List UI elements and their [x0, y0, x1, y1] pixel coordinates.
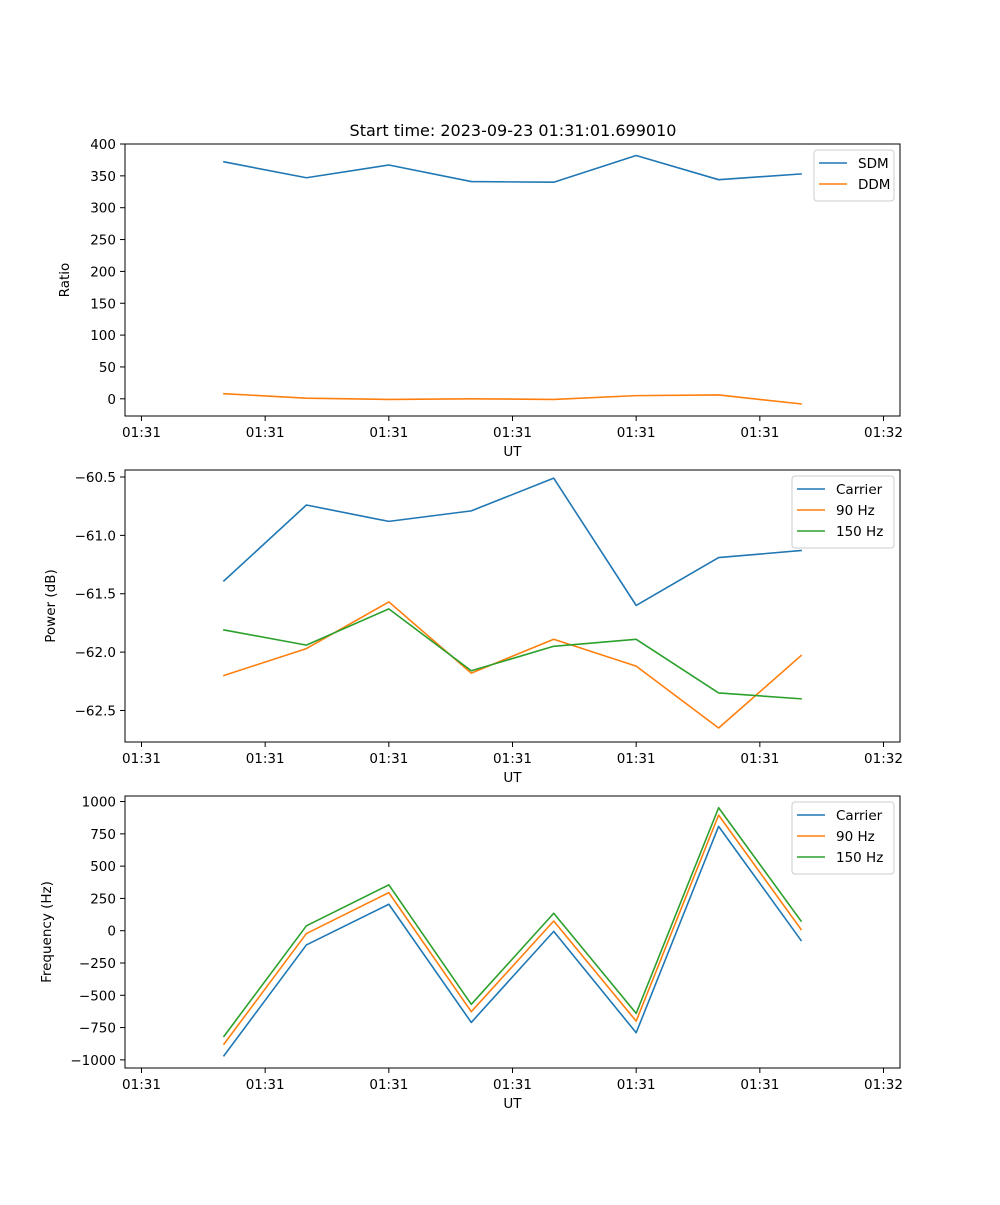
panel-3-y-tick-label: −1000	[70, 1053, 116, 1069]
panel-3-x-tick-label: 01:31	[122, 1077, 161, 1093]
panel-1-y-axis-label: Ratio	[57, 263, 73, 298]
panel-1-x-tick-label: 01:31	[369, 425, 408, 441]
panel-2-series-90-hz-line	[222, 601, 803, 729]
panel-2-legend-label-150-hz: 150 Hz	[836, 524, 883, 540]
panel-2-x-tick-label: 01:31	[493, 751, 532, 767]
panel-2-x-tick-label: 01:31	[246, 751, 285, 767]
panel-1-y-tick-label: 0	[107, 392, 116, 408]
panel-3-y-tick-label: 1000	[82, 795, 116, 811]
panel-2-x-tick-label: 01:31	[740, 751, 779, 767]
panel-3-x-tick-label: 01:31	[493, 1077, 532, 1093]
panel-3-y-axis-label: Frequency (Hz)	[39, 881, 55, 983]
panel-1-y-tick-label: 350	[90, 169, 116, 185]
panel-3-legend-label-90-hz: 90 Hz	[836, 829, 875, 845]
panel-3-legend: Carrier 90 Hz 150 Hz	[791, 801, 895, 875]
panel-1-x-tick-label: 01:31	[122, 425, 161, 441]
panel-1-x-tick-label: 01:31	[740, 425, 779, 441]
panel-2-y-tick-label: −61.5	[75, 587, 116, 603]
panel-2-legend-label-90-hz: 90 Hz	[836, 503, 875, 519]
panel-3-x-axis-label: UT	[503, 1096, 522, 1112]
panel-3-x-tick-label: 01:31	[246, 1077, 285, 1093]
panel-2-legend-label-carrier: Carrier	[836, 482, 883, 498]
panel-1-y-tick-label: 200	[90, 264, 116, 280]
panel-2: 01:31 01:31 01:31 01:31 01:31 01:31 01:32 −62.5…	[43, 469, 903, 786]
panel-1-y-tick-label: 100	[90, 328, 116, 344]
panel-2-x-tick-label: 01:31	[617, 751, 656, 767]
panel-1-legend-label-sdm: SDM	[858, 156, 889, 172]
panel-3-legend-label-150-hz: 150 Hz	[836, 850, 883, 866]
chart-panels: 01:31 01:31 01:31 01:31 01:31 01:31 01:32 0 50 10…	[39, 137, 903, 1112]
panel-1-y-tick-label: 50	[99, 360, 116, 376]
panel-1-x-axis-label: UT	[503, 444, 522, 460]
panel-3-y-tick-label: 250	[90, 891, 116, 907]
panel-3-legend-box	[791, 801, 895, 875]
panel-3-y-tick-label: 750	[90, 827, 116, 843]
panel-2-series-carrier-line	[222, 477, 802, 607]
panel-1-x-tick-label: 01:31	[493, 425, 532, 441]
panel-2-x-axis-label: UT	[503, 770, 522, 786]
panel-2-x-tick-label: 01:31	[369, 751, 408, 767]
panel-2-x-tick-label: 01:32	[864, 751, 903, 767]
chart-title: Start time: 2023-09-23 01:31:01.699010	[350, 121, 677, 140]
panel-3-series-carrier-line	[222, 825, 803, 1057]
panel-2-series-150-hz-line	[223, 608, 802, 700]
panel-3-y-tick-label: 0	[107, 924, 116, 940]
panel-3-y-tick-label: 500	[90, 859, 116, 875]
panel-1-legend-label-ddm: DDM	[858, 177, 890, 193]
panel-2-legend-box	[791, 475, 895, 549]
panel-2-y-axis-label: Power (dB)	[43, 569, 59, 642]
panel-3-x-tick-label: 01:31	[369, 1077, 408, 1093]
panel-3-x-tick-label: 01:31	[617, 1077, 656, 1093]
panel-1-legend: SDM DDM	[813, 149, 895, 202]
panel-1-x-tick-label: 01:32	[864, 425, 903, 441]
panel-1-x-tick-label: 01:31	[246, 425, 285, 441]
panel-3-legend-label-carrier: Carrier	[836, 808, 883, 824]
panel-3: 01:31 01:31 01:31 01:31 01:31 01:31 01:32 −1000…	[39, 795, 903, 1112]
panel-1-x-tick-label: 01:31	[617, 425, 656, 441]
panel-2-y-tick-label: −60.5	[75, 470, 116, 486]
panel-3-series-150-hz-line	[222, 806, 803, 1038]
panel-2-y-tick-label: −62.0	[75, 645, 116, 661]
panel-1-y-tick-label: 150	[90, 296, 116, 312]
panel-3-x-tick-label: 01:32	[864, 1077, 903, 1093]
panel-3-y-tick-label: −500	[79, 988, 116, 1004]
panel-2-legend: Carrier 90 Hz 150 Hz	[791, 475, 895, 549]
panel-1-y-tick-label: 400	[90, 137, 116, 153]
panel-3-y-tick-label: −250	[79, 956, 116, 972]
panel-3-x-tick-label: 01:31	[740, 1077, 779, 1093]
panel-1: 01:31 01:31 01:31 01:31 01:31 01:31 01:32 0 50 10…	[57, 137, 903, 460]
panel-3-series-90-hz-line	[222, 814, 803, 1046]
panel-1-series-ddm-line	[223, 392, 802, 405]
panel-2-x-tick-label: 01:31	[122, 751, 161, 767]
panel-2-y-tick-label: −61.0	[75, 528, 116, 544]
panel-1-y-tick-label: 300	[90, 201, 116, 217]
panel-1-y-tick-label: 250	[90, 233, 116, 249]
panel-1-series-sdm-line	[223, 154, 802, 184]
panel-3-y-tick-label: −750	[79, 1021, 116, 1037]
panel-2-y-tick-label: −62.5	[75, 703, 116, 719]
